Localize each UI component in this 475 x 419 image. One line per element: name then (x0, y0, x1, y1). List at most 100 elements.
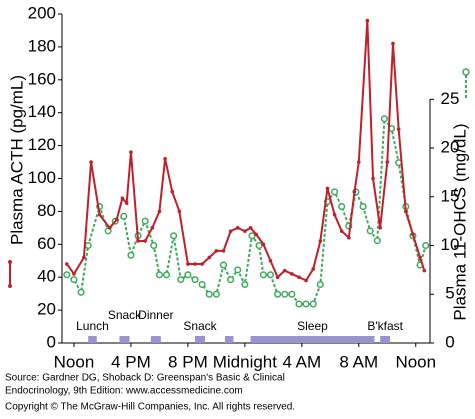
data-point (332, 212, 337, 217)
data-point (163, 156, 167, 161)
data-point (359, 202, 367, 211)
data-point (365, 18, 370, 23)
data-point (170, 189, 175, 194)
data-point (227, 276, 235, 284)
legend-ohcs (462, 68, 470, 100)
data-point (205, 290, 213, 298)
data-point (221, 249, 226, 253)
data-point (309, 300, 317, 308)
data-point (422, 241, 430, 250)
data-point (385, 160, 390, 164)
event-bar (195, 336, 205, 343)
data-point (422, 268, 427, 273)
data-point (261, 242, 266, 247)
y-tick-label: 100 (28, 168, 56, 187)
data-point (65, 262, 69, 266)
event-bar (380, 336, 391, 343)
data-point (352, 189, 357, 194)
event-label: Dinner (138, 308, 173, 322)
data-point (318, 239, 323, 243)
data-point (198, 280, 206, 289)
data-point (243, 229, 247, 233)
data-point (107, 226, 112, 230)
data-point (288, 290, 296, 298)
event-label: B'kfast (367, 319, 403, 333)
event-label: Snack (183, 319, 217, 333)
data-point (89, 160, 93, 164)
data-point (150, 226, 155, 230)
data-point (373, 237, 381, 245)
data-point (338, 202, 346, 211)
event-bar (224, 336, 234, 343)
y-tick-label: 40 (37, 267, 56, 286)
x-tick-label: Noon (395, 352, 436, 371)
data-point (193, 262, 197, 266)
data-point (331, 188, 339, 196)
y2-axis-label: Plasma 11-OHCS (mg/dL) (450, 123, 469, 320)
y-tick-label: 120 (28, 135, 56, 154)
data-point (219, 261, 228, 269)
data-point (191, 276, 199, 284)
data-point (255, 241, 263, 250)
legend-dot (462, 68, 470, 76)
y-tick-label: 200 (28, 3, 56, 22)
data-point (70, 276, 78, 284)
data-point (84, 241, 92, 250)
event-label: Sleep (297, 319, 328, 333)
y2-tick-label: 10 (441, 235, 460, 254)
data-point (63, 271, 71, 279)
y2-tick-label: 20 (441, 138, 460, 157)
source: Source: Gardner DG, Shoback D: Greenspan… (5, 373, 285, 384)
data-point (275, 275, 280, 280)
data-point (302, 300, 310, 308)
data-point (97, 212, 102, 217)
data-point (366, 227, 374, 235)
data-point (177, 209, 182, 214)
data-point (124, 201, 129, 205)
data-point (411, 232, 415, 237)
y-axis-label: Plasma ACTH (pg/mL) (7, 75, 26, 245)
data-point (403, 209, 408, 214)
event-label: Snack (108, 308, 142, 322)
data-point (143, 239, 147, 243)
data-point (396, 127, 401, 131)
data-point (325, 186, 330, 191)
data-point (207, 255, 212, 260)
y-tick-label: 20 (37, 300, 56, 319)
data-point (316, 280, 324, 289)
data-point (282, 268, 287, 273)
data-point (268, 258, 273, 263)
y2-tick-label: 25 (441, 89, 460, 108)
data-point (162, 271, 171, 279)
y-tick-label: 60 (37, 234, 56, 253)
data-point (77, 288, 85, 296)
data-point (82, 255, 86, 260)
data-point (170, 232, 178, 240)
data-point (200, 262, 204, 266)
y2-tick-label: 15 (441, 186, 460, 205)
data-point (177, 276, 185, 284)
legend-dot (8, 260, 12, 264)
data-point (311, 267, 316, 271)
data-point (186, 262, 190, 266)
data-point (418, 255, 422, 260)
data-point (254, 232, 259, 237)
data-point (228, 229, 233, 233)
x-tick-label: 4 PM (111, 352, 151, 371)
legend-acth (8, 260, 12, 288)
event-bar (88, 336, 97, 343)
data-point (380, 115, 388, 123)
x-tick-label: 8 AM (339, 352, 378, 371)
data-point (248, 232, 256, 240)
data-point (114, 217, 119, 222)
data-point (391, 41, 395, 46)
copyright: Copyright © The McGraw-Hill Companies, I… (5, 402, 295, 413)
y-tick-label: 180 (28, 36, 56, 55)
data-point (304, 278, 308, 283)
x-tick-label: Midnight (213, 352, 278, 371)
legend-dot (8, 284, 12, 288)
data-point (141, 217, 149, 225)
y-tick-label: 0 (47, 332, 56, 351)
x-tick-label: 8 PM (168, 352, 208, 371)
y2-tick-label: 5 (445, 284, 454, 303)
